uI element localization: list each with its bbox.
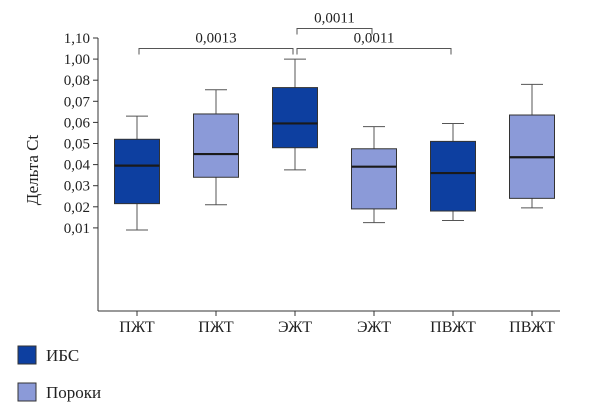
box-5 [430, 122, 476, 222]
box-iqr [193, 113, 239, 178]
significance-annotations: 0,0013 0,0011 0,0011 [138, 11, 452, 55]
y-tick-label: 0,07 [64, 94, 91, 110]
box-iqr [114, 138, 160, 205]
y-tick-label: 0,05 [64, 137, 90, 153]
y-tick-label: 0,03 [64, 179, 90, 195]
annotation-1: 0,0013 [138, 31, 294, 55]
y-axis-title: Дельта Ct [23, 135, 42, 206]
annotation-3: 0,0011 [296, 11, 373, 35]
box-2 [193, 89, 239, 206]
annotation-2: 0,0011 [296, 31, 452, 55]
x-tick-label: ПВЖТ [430, 319, 476, 336]
legend-item-2: Пороки [17, 382, 101, 402]
y-tick-label: 1,00 [64, 52, 90, 68]
box-3 [272, 58, 318, 171]
box-4 [351, 126, 397, 224]
annotation-bracket [138, 48, 294, 55]
box-iqr [430, 140, 476, 212]
legend-label: ИБС [46, 346, 79, 365]
y-axis: 1,10 1,00 0,08 0,07 0,06 0,05 0,04 0,03 0,02 0,01 [64, 31, 99, 311]
boxes [114, 58, 555, 231]
x-tick-label: ПВЖТ [509, 319, 555, 336]
annotation-label: 0,0013 [195, 31, 236, 47]
annotation-bracket [296, 28, 373, 35]
box-1 [114, 115, 160, 231]
annotation-label: 0,0011 [354, 31, 395, 47]
legend-item-1: ИБС [17, 345, 79, 365]
x-tick-label: ЭЖТ [278, 319, 312, 336]
y-tick-label: 1,10 [64, 31, 90, 47]
legend-label: Пороки [46, 383, 101, 402]
y-tick-label: 0,04 [64, 158, 91, 174]
box-iqr [272, 87, 318, 149]
box-iqr [351, 148, 397, 210]
annotation-bracket [296, 48, 452, 55]
legend-swatch [17, 382, 37, 402]
legend: ИБС Пороки [17, 345, 101, 402]
x-tick-label: ПЖТ [198, 319, 234, 336]
x-tick-label: ЭЖТ [357, 319, 391, 336]
box-6 [509, 83, 555, 209]
y-tick-label: 0,02 [64, 200, 90, 216]
y-tick-label: 0,01 [64, 221, 90, 237]
legend-swatch [17, 345, 37, 365]
x-tick-label: ПЖТ [119, 319, 155, 336]
y-tick-label: 0,06 [64, 115, 91, 131]
y-tick-label: 0,08 [64, 73, 90, 89]
annotation-label: 0,0011 [314, 11, 355, 27]
x-axis: ПЖТ ПЖТ ЭЖТ ЭЖТ ПВЖТ ПВЖТ [98, 310, 560, 336]
